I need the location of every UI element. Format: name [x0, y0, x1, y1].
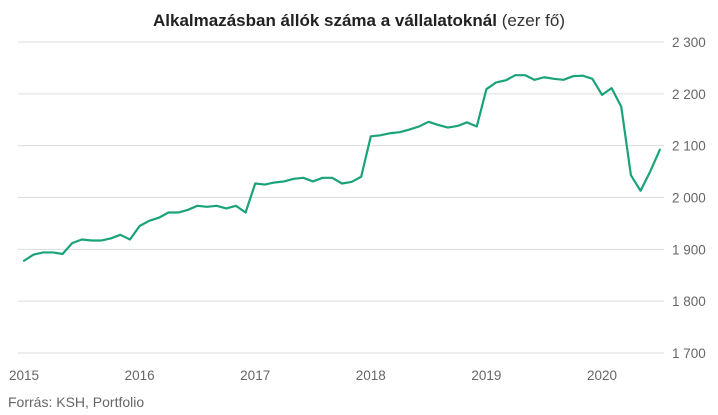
x-tick-label: 2017	[240, 368, 270, 383]
chart-title: Alkalmazásban állók száma a vállalatokná…	[0, 11, 718, 31]
x-tick-label: 2016	[125, 368, 155, 383]
series-line-0	[22, 74, 661, 262]
gridlines	[18, 41, 664, 354]
x-tick-label: 2018	[356, 368, 386, 383]
x-tick-label: 2015	[9, 368, 39, 383]
chart-title-unit: (ezer fő)	[501, 11, 565, 30]
series-lines	[22, 74, 661, 262]
source-note: Forrás: KSH, Portfolio	[8, 394, 145, 410]
chart-title-main: Alkalmazásban állók száma a vállalatokná…	[153, 11, 497, 30]
x-tick-label: 2019	[471, 368, 501, 383]
y-tick-label: 1 900	[672, 242, 706, 257]
y-tick-label: 2 200	[672, 87, 706, 102]
y-tick-label: 2 300	[672, 35, 706, 50]
y-tick-label: 1 800	[672, 294, 706, 309]
y-tick-label: 2 100	[672, 139, 706, 154]
y-tick-label: 2 000	[672, 191, 706, 206]
x-tick-label: 2020	[587, 368, 617, 383]
x-axis-tick-labels: 2015 2016 2017 2018 2019 2020	[9, 368, 617, 383]
y-axis-tick-labels: 1 700 1 800 1 900 2 000 2 100 2 200 2 300	[672, 35, 706, 361]
y-tick-label: 1 700	[672, 346, 706, 361]
